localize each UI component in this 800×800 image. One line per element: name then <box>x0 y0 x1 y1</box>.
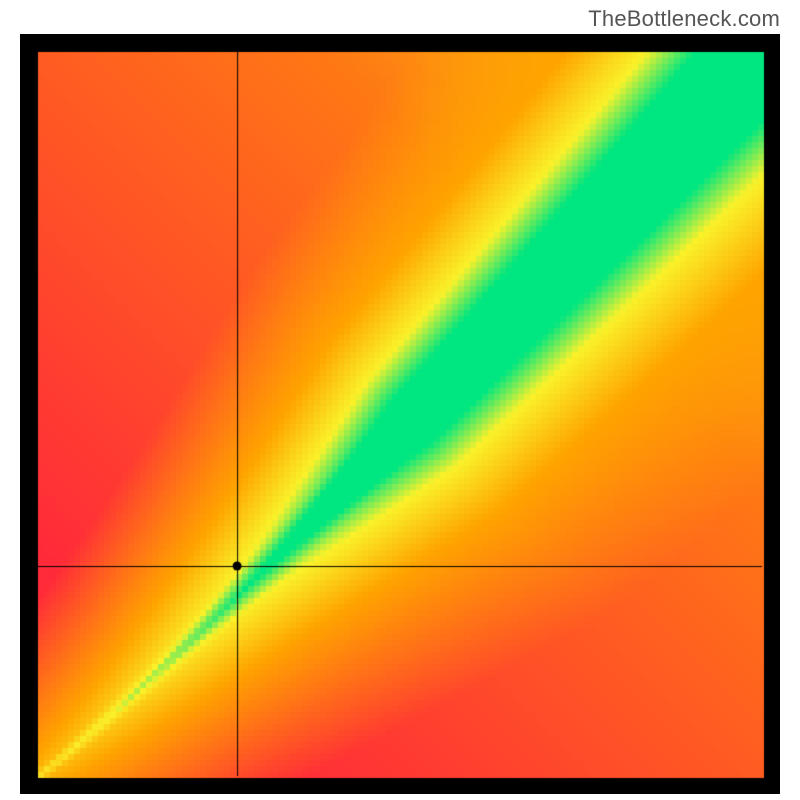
chart-area <box>20 34 780 794</box>
heatmap-canvas <box>20 34 780 794</box>
watermark-text: TheBottleneck.com <box>588 6 780 32</box>
